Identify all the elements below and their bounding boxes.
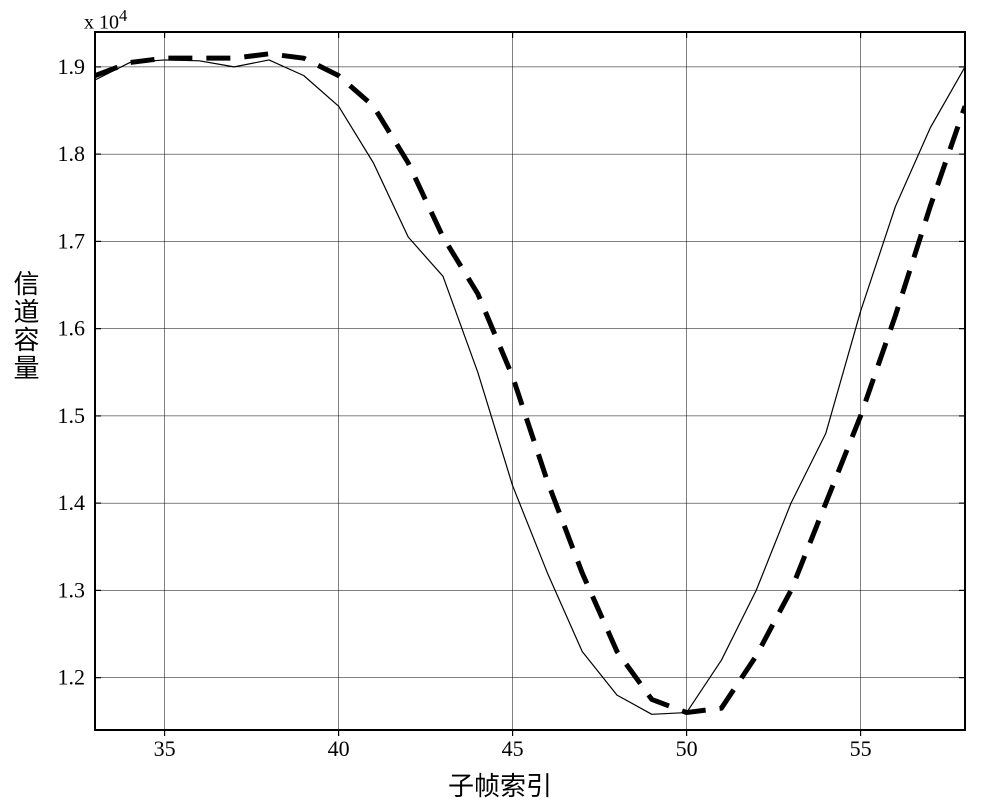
y-tick-label: 1.8 bbox=[58, 141, 86, 166]
y-tick-label: 1.6 bbox=[58, 316, 86, 341]
y-tick-label: 1.5 bbox=[58, 403, 86, 428]
x-tick-label: 45 bbox=[502, 736, 524, 761]
chart-root: 35 40 45 50 55 1.2 1.3 1.4 1.5 1.6 1.7 1.8 1.9 x 104… bbox=[0, 0, 1000, 802]
y-tick-label: 1.2 bbox=[58, 665, 86, 690]
y-tick-label: 1.9 bbox=[58, 54, 86, 79]
y-exponent-prefix: x 10 bbox=[84, 12, 119, 34]
y-tick-label: 1.7 bbox=[58, 228, 86, 253]
chart-svg: 35 40 45 50 55 1.2 1.3 1.4 1.5 1.6 1.7 1.8 1.9 bbox=[0, 0, 1000, 802]
y-axis-label: 信道容量 bbox=[6, 270, 43, 382]
x-axis-label-text: 子帧索引 bbox=[448, 772, 552, 801]
x-tick-label: 35 bbox=[154, 736, 176, 761]
x-tick-label: 40 bbox=[328, 736, 350, 761]
y-axis-label-text: 信道容量 bbox=[10, 270, 39, 382]
y-exponent-power: 4 bbox=[119, 6, 127, 25]
x-axis-label: 子帧索引 bbox=[0, 766, 1000, 803]
y-tick-label: 1.4 bbox=[58, 490, 86, 515]
x-tick-label: 50 bbox=[676, 736, 698, 761]
y-tick-label: 1.3 bbox=[58, 577, 86, 602]
x-tick-label: 55 bbox=[850, 736, 872, 761]
y-exponent-label: x 104 bbox=[84, 6, 127, 35]
